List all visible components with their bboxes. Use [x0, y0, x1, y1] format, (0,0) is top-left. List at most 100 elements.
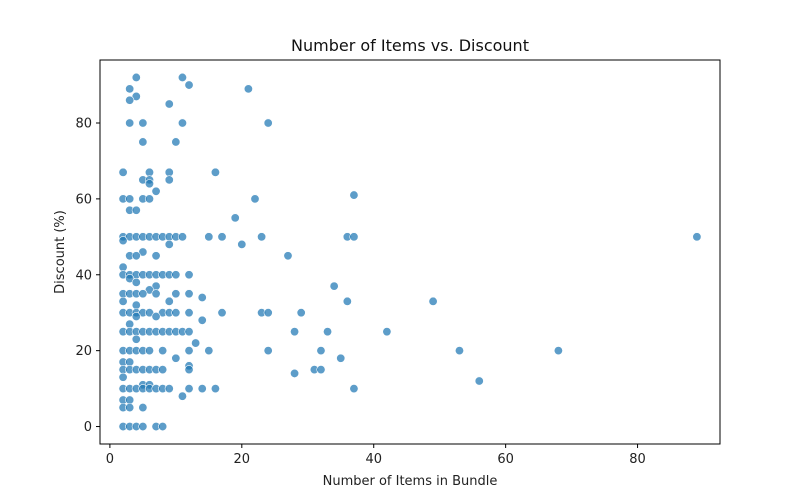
data-point: [131, 312, 141, 322]
data-point: [237, 239, 247, 249]
data-point: [164, 384, 174, 394]
data-point: [296, 308, 306, 318]
y-axis: 0 20 40 60 80: [75, 116, 100, 435]
x-tick-label: 60: [497, 452, 514, 467]
data-point: [349, 232, 359, 242]
data-point: [316, 365, 326, 375]
data-point: [177, 72, 187, 82]
data-point: [131, 300, 141, 310]
data-point: [158, 365, 168, 375]
y-tick-label: 60: [75, 192, 92, 207]
data-point: [553, 346, 563, 356]
data-point: [164, 167, 174, 177]
data-point: [184, 384, 194, 394]
data-point: [250, 194, 260, 204]
data-point: [138, 289, 148, 299]
x-axis: 0 20 40 60 80: [106, 444, 646, 467]
data-point: [171, 353, 181, 363]
data-point: [184, 327, 194, 337]
data-point: [118, 372, 128, 382]
data-point: [283, 251, 293, 261]
data-point: [454, 346, 464, 356]
data-point: [125, 357, 135, 367]
data-point: [184, 289, 194, 299]
x-tick-label: 0: [106, 452, 114, 467]
y-tick-label: 0: [84, 420, 92, 435]
data-point: [210, 384, 220, 394]
data-point: [382, 327, 392, 337]
data-point: [257, 232, 267, 242]
chart-title: Number of Items vs. Discount: [291, 36, 529, 55]
data-point: [204, 346, 214, 356]
plot-frame: [99, 59, 721, 445]
data-point: [151, 186, 161, 196]
data-point: [217, 308, 227, 318]
data-point: [692, 232, 702, 242]
data-point: [474, 376, 484, 386]
data-point: [125, 395, 135, 405]
x-tick-label: 80: [629, 452, 646, 467]
data-point: [184, 365, 194, 375]
data-point: [349, 384, 359, 394]
data-point: [184, 308, 194, 318]
data-point: [349, 190, 359, 200]
data-point: [323, 327, 333, 337]
data-point: [184, 346, 194, 356]
data-point: [131, 251, 141, 261]
data-point: [290, 368, 300, 378]
data-point: [177, 118, 187, 128]
data-point: [230, 213, 240, 223]
data-point: [131, 72, 141, 82]
data-point: [243, 84, 253, 94]
data-point: [125, 403, 135, 413]
x-tick-label: 40: [365, 452, 382, 467]
data-point: [197, 315, 207, 325]
data-point: [217, 232, 227, 242]
data-point: [290, 327, 300, 337]
data-point: [125, 319, 135, 329]
y-tick-label: 40: [75, 268, 92, 283]
data-point: [131, 277, 141, 287]
data-point: [428, 296, 438, 306]
data-point: [197, 384, 207, 394]
data-point: [316, 346, 326, 356]
data-point: [118, 296, 128, 306]
data-point: [171, 289, 181, 299]
data-point: [125, 194, 135, 204]
data-point: [144, 346, 154, 356]
data-point: [144, 194, 154, 204]
data-point: [131, 334, 141, 344]
data-point: [125, 95, 135, 105]
data-point: [158, 346, 168, 356]
data-point: [336, 353, 346, 363]
y-axis-title: Discount (%): [53, 210, 68, 294]
data-point: [177, 232, 187, 242]
y-tick-label: 80: [75, 116, 92, 131]
data-point: [263, 346, 273, 356]
data-point: [184, 270, 194, 280]
data-point: [138, 137, 148, 147]
data-point: [151, 312, 161, 322]
data-point: [171, 137, 181, 147]
data-point: [342, 296, 352, 306]
data-point: [171, 308, 181, 318]
data-point: [164, 175, 174, 185]
data-point: [329, 281, 339, 291]
data-point: [125, 118, 135, 128]
data-point: [118, 167, 128, 177]
data-point: [263, 118, 273, 128]
data-point: [263, 308, 273, 318]
data-point: [138, 422, 148, 432]
data-point: [210, 167, 220, 177]
data-point: [177, 391, 187, 401]
data-point: [125, 84, 135, 94]
x-axis-title: Number of Items in Bundle: [323, 474, 498, 489]
data-point: [171, 270, 181, 280]
data-point: [138, 403, 148, 413]
data-point: [144, 179, 154, 189]
data-point: [204, 232, 214, 242]
data-point: [118, 236, 128, 246]
data-point: [144, 167, 154, 177]
